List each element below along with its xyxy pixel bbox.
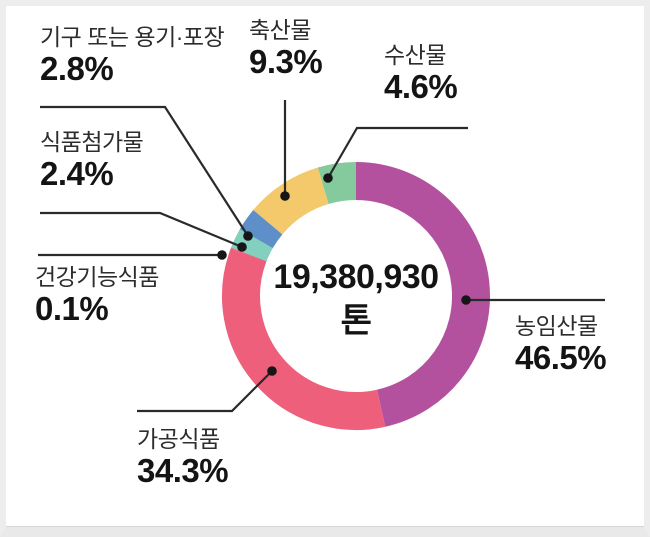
callout-container-packaging: 기구 또는 용기·포장 2.8% xyxy=(40,23,225,88)
leader-line-fishery xyxy=(327,126,468,179)
donut-segments xyxy=(222,162,490,430)
total-tonnage-value: 19,380,930 xyxy=(273,258,439,296)
donut-segment-6 xyxy=(317,162,357,205)
leader-line-food-additives xyxy=(40,211,243,249)
segment-label: 수산물 xyxy=(384,42,446,68)
total-tonnage-unit: 톤 xyxy=(340,302,372,340)
callout-food-additives: 식품첨가물 2.4% xyxy=(40,128,144,193)
segment-percent: 2.4% xyxy=(40,155,114,193)
leader-line-container-packaging xyxy=(40,105,249,237)
segment-percent: 4.6% xyxy=(384,68,458,106)
segment-percent: 0.1% xyxy=(35,290,109,328)
leader-dot-food-additives xyxy=(237,242,247,252)
callout-health-food: 건강기능식품 0.1% xyxy=(35,263,159,327)
leader-dot-processed-food xyxy=(267,366,277,376)
callout-livestock: 축산물 9.3% xyxy=(249,16,323,81)
donut-segment-5 xyxy=(253,167,330,235)
segment-percent: 34.3% xyxy=(137,452,229,490)
segment-label: 농임산물 xyxy=(515,313,598,339)
leader-dot-livestock xyxy=(280,191,290,201)
segment-label: 건강기능식품 xyxy=(35,264,159,290)
leader-dot-fishery xyxy=(323,173,333,183)
segment-percent: 46.5% xyxy=(515,339,607,377)
callout-processed-food: 가공식품 34.3% xyxy=(137,425,229,490)
segment-label: 축산물 xyxy=(249,17,311,43)
leader-lines xyxy=(38,100,605,413)
leader-dot-health-food xyxy=(217,250,227,260)
donut-segment-3 xyxy=(231,229,273,262)
leader-line-processed-food xyxy=(137,370,273,413)
donut-segment-4 xyxy=(239,209,283,249)
segment-percent: 9.3% xyxy=(249,43,323,81)
leader-dot-container-packaging xyxy=(243,231,253,241)
segment-label: 기구 또는 용기·포장 xyxy=(40,24,225,50)
leader-dot-agricultural xyxy=(461,295,471,305)
segment-label: 가공식품 xyxy=(137,426,220,452)
segment-percent: 2.8% xyxy=(40,50,114,88)
donut-center-total: 19,380,930 톤 xyxy=(206,255,506,343)
donut-segment-0 xyxy=(355,162,490,427)
callout-fishery: 수산물 4.6% xyxy=(384,41,458,106)
segment-label: 식품첨가물 xyxy=(40,129,144,155)
callout-agricultural: 농임산물 46.5% xyxy=(515,312,607,377)
